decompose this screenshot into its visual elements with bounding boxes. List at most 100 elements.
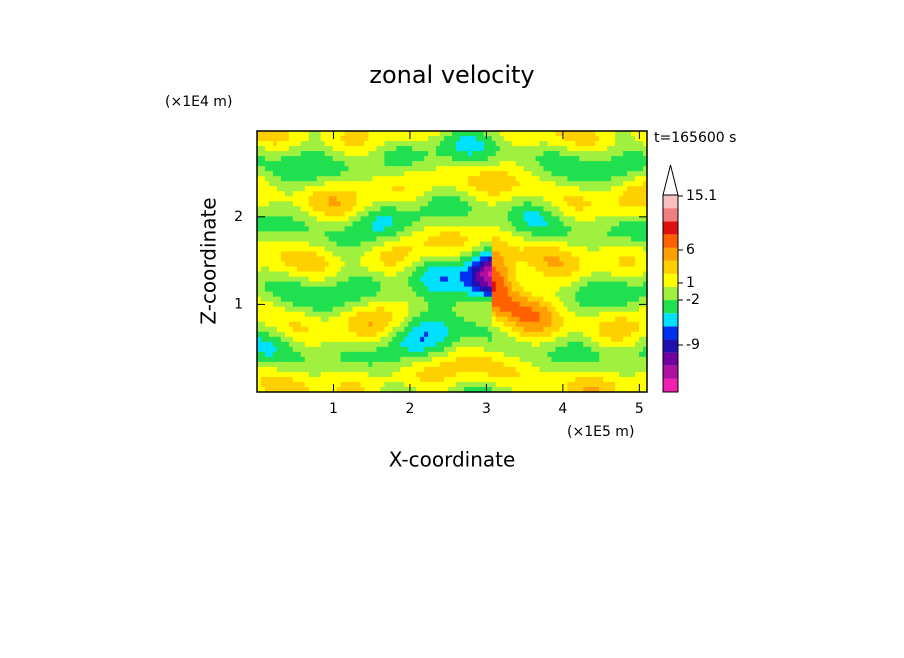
field-cell <box>432 221 437 227</box>
field-cell <box>615 141 620 147</box>
field-cell <box>384 346 389 353</box>
field-cell <box>268 211 274 217</box>
field-cell <box>404 326 409 333</box>
field-cell <box>264 356 270 363</box>
field-cell <box>424 196 429 202</box>
field-cell <box>308 171 314 177</box>
field-cell <box>571 296 576 303</box>
field-cell <box>364 356 370 363</box>
field-cell <box>475 331 481 338</box>
field-cell <box>459 236 465 243</box>
field-cell <box>264 221 270 227</box>
field-cell <box>607 341 612 348</box>
field-cell <box>495 366 501 373</box>
field-cell <box>364 306 370 313</box>
field-cell <box>448 296 453 303</box>
field-cell <box>360 191 366 197</box>
field-cell <box>364 301 370 308</box>
field-cell <box>264 146 270 152</box>
field-cell <box>511 136 517 142</box>
field-cell <box>495 361 501 368</box>
field-cell <box>539 321 545 328</box>
field-cell <box>292 161 298 167</box>
field-cell <box>467 366 473 373</box>
field-cell <box>579 226 584 232</box>
field-cell <box>432 376 437 383</box>
field-cell <box>475 276 481 283</box>
field-cell <box>491 231 497 238</box>
field-cell <box>404 381 409 388</box>
field-cell <box>324 301 330 308</box>
field-cell <box>467 146 473 152</box>
field-cell <box>491 311 497 318</box>
field-cell <box>452 351 457 358</box>
field-cell <box>368 341 374 348</box>
field-cell <box>384 276 389 283</box>
field-cell <box>571 311 576 318</box>
field-cell <box>507 236 513 243</box>
field-cell <box>635 261 640 268</box>
field-cell <box>284 301 290 308</box>
field-cell <box>324 281 330 288</box>
field-cell <box>511 216 517 222</box>
field-cell <box>587 301 592 308</box>
field-cell <box>316 156 322 162</box>
field-cell <box>428 386 433 393</box>
field-cell <box>264 201 270 207</box>
field-cell <box>428 221 433 227</box>
field-cell <box>631 266 636 273</box>
field-cell <box>440 241 445 248</box>
field-cell <box>463 266 469 273</box>
field-cell <box>320 221 326 227</box>
field-cell <box>328 311 334 318</box>
field-cell <box>571 376 576 383</box>
field-cell <box>531 201 537 207</box>
field-cell <box>599 326 604 333</box>
field-cell <box>543 246 549 253</box>
field-cell <box>392 246 397 253</box>
field-cell <box>495 191 501 197</box>
field-cell <box>284 261 290 268</box>
field-cell <box>332 371 338 378</box>
field-cell <box>627 141 632 147</box>
field-cell <box>491 201 497 207</box>
field-cell <box>527 171 533 177</box>
field-cell <box>467 351 473 358</box>
field-cell <box>547 176 553 182</box>
field-cell <box>320 236 326 243</box>
field-cell <box>324 346 330 353</box>
field-cell <box>523 341 529 348</box>
field-cell <box>324 236 330 243</box>
field-cell <box>527 226 533 232</box>
field-cell <box>583 321 588 328</box>
field-cell <box>372 301 377 308</box>
field-cell <box>547 221 553 227</box>
field-cell <box>527 281 533 288</box>
field-cell <box>515 356 521 363</box>
field-cell <box>284 186 290 192</box>
field-cell <box>372 326 377 333</box>
field-cell <box>555 251 561 258</box>
field-cell <box>392 211 397 217</box>
field-cell <box>539 201 545 207</box>
field-cell <box>408 326 413 333</box>
field-cell <box>615 241 620 248</box>
field-cell <box>487 166 493 172</box>
field-cell <box>388 296 393 303</box>
field-cell <box>615 356 620 363</box>
field-cell <box>511 241 517 248</box>
field-cell <box>459 221 465 227</box>
field-cell <box>467 131 473 137</box>
field-cell <box>467 271 473 278</box>
field-cell <box>495 326 501 333</box>
field-cell <box>312 156 318 162</box>
field-cell <box>292 156 298 162</box>
field-cell <box>595 161 600 167</box>
field-cell <box>257 171 262 177</box>
field-cell <box>392 161 397 167</box>
field-cell <box>571 216 576 222</box>
field-cell <box>559 316 565 323</box>
field-cell <box>455 206 461 212</box>
field-cell <box>495 136 501 142</box>
field-cell <box>623 221 628 227</box>
